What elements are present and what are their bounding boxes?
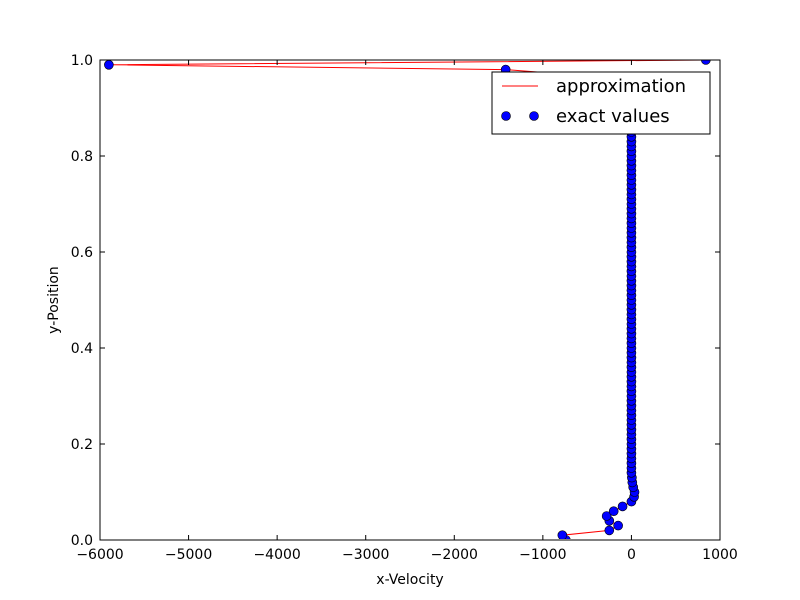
data-point-exact-value	[557, 530, 568, 539]
series-layer	[104, 60, 711, 539]
x-tick-label: −1000	[519, 547, 566, 563]
legend-label-exact-values: exact values	[556, 106, 670, 127]
ticks-layer: −6000 −5000 −4000 −3000 −2000 −1000 0 1000 0.0 0.…	[71, 53, 738, 563]
x-tick-label: −4000	[253, 547, 300, 563]
y-tick-label: 0.0	[71, 533, 93, 549]
data-point-exact-value	[104, 60, 114, 70]
x-tick-label: −5000	[165, 547, 212, 563]
x-tick-label: 0	[627, 547, 636, 563]
data-point-exact-value	[613, 520, 623, 531]
data-point-exact-value	[608, 506, 619, 517]
data-point-exact-value	[617, 501, 628, 512]
y-tick-label: 0.8	[71, 149, 93, 165]
legend-box	[491, 71, 711, 135]
data-point-exact-value	[701, 60, 711, 65]
legend-marker-swatch-1	[501, 111, 511, 121]
x-tick-label: 1000	[702, 547, 738, 563]
x-tick-label: −6000	[76, 547, 123, 563]
legend-marker-swatch-2	[529, 111, 539, 121]
plot-frame	[99, 59, 721, 541]
legend: approximation exact values	[491, 71, 711, 135]
y-tick-label: 1.0	[71, 53, 93, 69]
x-tick-label: −3000	[342, 547, 389, 563]
y-tick-label: 0.2	[71, 437, 93, 453]
x-tick-label: −2000	[431, 547, 478, 563]
data-point-exact-value	[601, 511, 612, 521]
x-axis-label: x-Velocity	[376, 572, 443, 588]
legend-label-approximation: approximation	[556, 76, 686, 97]
data-point-exact-value	[604, 525, 615, 536]
y-tick-label: 0.4	[71, 341, 93, 357]
y-axis-label: y-Position	[46, 266, 62, 334]
y-tick-label: 0.6	[71, 245, 93, 261]
